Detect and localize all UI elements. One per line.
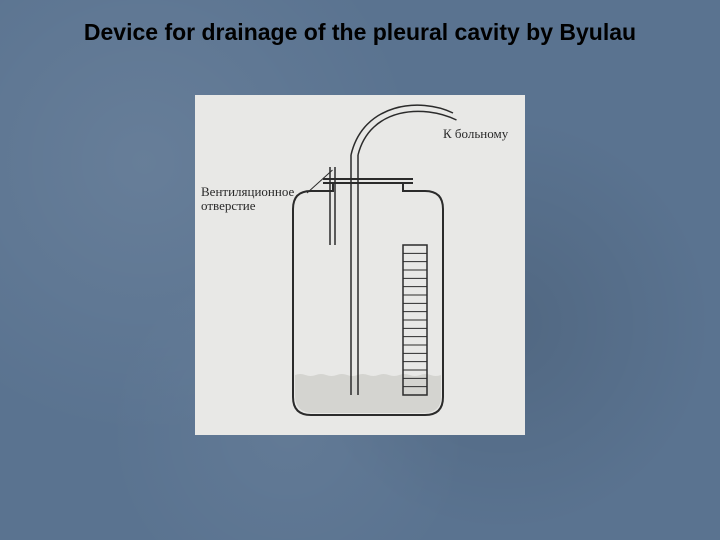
page-title: Device for drainage of the pleural cavit… — [0, 0, 720, 47]
diagram-svg — [195, 95, 525, 435]
label-vent-hole: Вентиляционное отверстие — [201, 185, 294, 214]
drainage-diagram: К больному Вентиляционное отверстие — [195, 95, 525, 435]
figure-container: К больному Вентиляционное отверстие — [0, 95, 720, 435]
label-to-patient: К больному — [443, 127, 508, 141]
